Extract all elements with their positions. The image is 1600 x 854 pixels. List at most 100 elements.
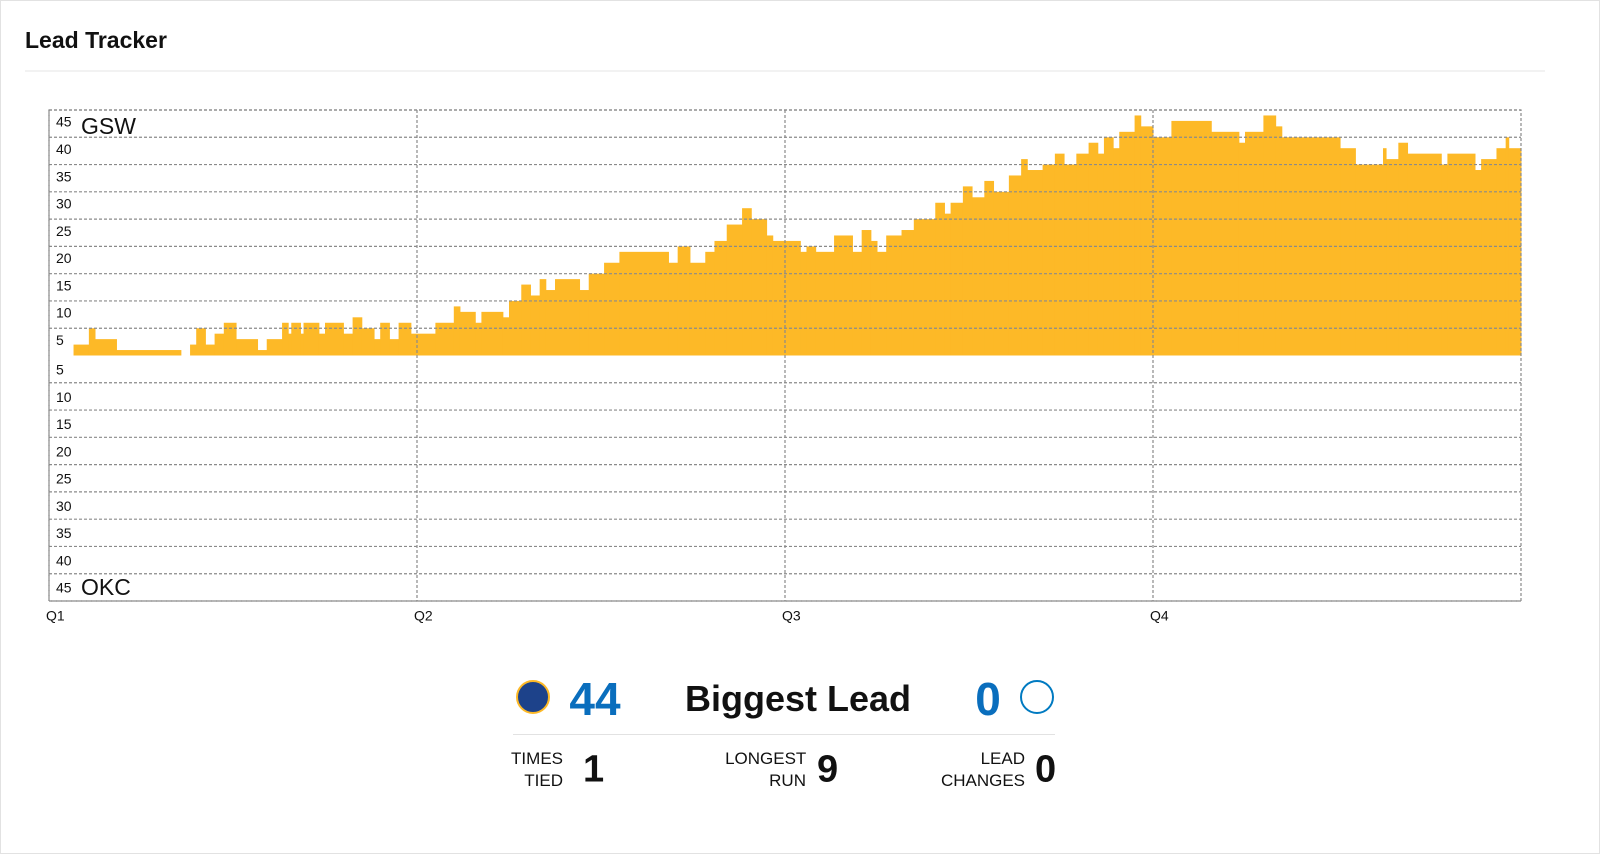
lead-step bbox=[1398, 142, 1409, 356]
y-tick-label: 35 bbox=[56, 168, 72, 184]
lead-step bbox=[1042, 164, 1056, 356]
lead-step bbox=[668, 262, 679, 356]
lead-step bbox=[1475, 170, 1482, 356]
lead-step bbox=[1064, 164, 1077, 356]
lead-step bbox=[530, 295, 541, 356]
lead-step bbox=[545, 290, 556, 356]
lead-step bbox=[877, 251, 887, 356]
lead-step bbox=[1383, 148, 1387, 356]
lead-step bbox=[944, 213, 952, 356]
y-tick-label: 25 bbox=[56, 223, 72, 239]
lead-step bbox=[984, 180, 995, 356]
lead-step bbox=[1140, 126, 1154, 356]
lead-step bbox=[1119, 131, 1136, 356]
lead-step bbox=[604, 262, 620, 356]
y-tick-label: 30 bbox=[56, 196, 72, 212]
lead-step bbox=[1386, 159, 1399, 356]
lead-step bbox=[318, 333, 326, 356]
lead-step bbox=[1076, 153, 1090, 356]
lead-step bbox=[1153, 137, 1172, 356]
lead-step bbox=[325, 322, 344, 356]
lead-step bbox=[1171, 120, 1212, 356]
stats-divider bbox=[513, 734, 1055, 735]
lead-step bbox=[852, 251, 863, 356]
home-biggest-lead: 44 bbox=[569, 673, 621, 725]
stat-value: 1 bbox=[583, 748, 605, 791]
y-tick-label: 45 bbox=[56, 580, 72, 596]
y-tick-label: 30 bbox=[56, 498, 72, 514]
lead-step bbox=[1496, 148, 1507, 356]
lead-step bbox=[300, 333, 305, 356]
lead-step bbox=[689, 262, 706, 356]
lead-step bbox=[1340, 148, 1356, 356]
y-tick-label: 45 bbox=[56, 114, 72, 130]
y-tick-label: 15 bbox=[56, 277, 72, 293]
lead-step bbox=[1097, 153, 1105, 356]
stat-label: TIMES TIED bbox=[511, 749, 563, 790]
lead-step bbox=[726, 224, 743, 356]
lead-step bbox=[1263, 115, 1277, 356]
lead-step bbox=[257, 350, 268, 356]
x-tick-label: Q2 bbox=[414, 608, 433, 624]
lead-step bbox=[521, 284, 531, 356]
lead-step bbox=[291, 322, 301, 356]
lead-step bbox=[766, 235, 774, 356]
y-tick-label: 5 bbox=[56, 332, 64, 348]
lead-step bbox=[714, 240, 728, 356]
lead-step bbox=[1113, 148, 1120, 356]
lead-step bbox=[502, 317, 510, 356]
lead-step bbox=[870, 240, 878, 356]
lead-step bbox=[453, 306, 461, 356]
lead-step bbox=[1355, 164, 1384, 356]
lead-step bbox=[1054, 153, 1065, 356]
lead-step bbox=[380, 322, 390, 356]
lead-step bbox=[1211, 131, 1240, 356]
y-tick-label: 20 bbox=[56, 443, 72, 459]
lead-step bbox=[459, 311, 476, 356]
stat-label: LONGEST RUN bbox=[725, 749, 807, 790]
x-tick-label: Q3 bbox=[782, 608, 801, 624]
lead-step bbox=[913, 219, 936, 356]
lead-step bbox=[288, 333, 292, 356]
lead-step bbox=[1407, 153, 1442, 356]
y-tick-label: 10 bbox=[56, 305, 72, 321]
lead-step bbox=[1505, 137, 1510, 356]
lead-step bbox=[361, 328, 375, 356]
lead-step bbox=[398, 322, 412, 356]
lead-step bbox=[1008, 175, 1022, 356]
y-tick-label: 40 bbox=[56, 552, 72, 568]
lead-step bbox=[481, 311, 504, 356]
lead-step bbox=[539, 279, 547, 356]
lead-step bbox=[1238, 142, 1246, 356]
biggest-lead-label: Biggest Lead bbox=[684, 678, 912, 719]
lead-step bbox=[901, 230, 915, 356]
lead-step bbox=[236, 339, 259, 356]
chart: Lead Tracker 45 40 35 30 25 20 15 10 5 5 10 15 20 25 3… bbox=[25, 27, 1545, 624]
stat-value: 0 bbox=[1035, 748, 1057, 791]
x-tick-label: Q4 bbox=[1150, 608, 1169, 624]
lead-step bbox=[73, 344, 90, 356]
lead-step bbox=[95, 339, 117, 356]
stat-label: LEAD CHANGES bbox=[940, 749, 1026, 790]
x-tick-label: Q1 bbox=[46, 608, 65, 624]
team-label: OKC bbox=[81, 574, 131, 600]
lead-step bbox=[88, 328, 96, 356]
y-tick-label: 5 bbox=[56, 361, 64, 377]
lead-step bbox=[579, 290, 590, 356]
lead-step bbox=[1447, 153, 1476, 356]
lead-step bbox=[190, 344, 197, 356]
lead-step bbox=[1275, 126, 1283, 356]
y-tick-label: 35 bbox=[56, 525, 72, 541]
lead-step bbox=[475, 322, 482, 356]
lead-step bbox=[1245, 131, 1264, 356]
y-tick-label: 20 bbox=[56, 250, 72, 266]
lead-step bbox=[1103, 137, 1114, 356]
lead-step bbox=[1481, 159, 1497, 356]
lead-step bbox=[972, 197, 985, 356]
lead-step bbox=[742, 208, 752, 356]
y-tick-label: 10 bbox=[56, 389, 72, 405]
plot: 45 40 35 30 25 20 15 10 5 5 10 15 20 25 30 35 40 45 Q1 Q2 Q3… bbox=[46, 109, 1522, 624]
lead-step bbox=[205, 344, 216, 356]
lead-step bbox=[1134, 115, 1142, 356]
team-label: GSW bbox=[81, 113, 136, 139]
